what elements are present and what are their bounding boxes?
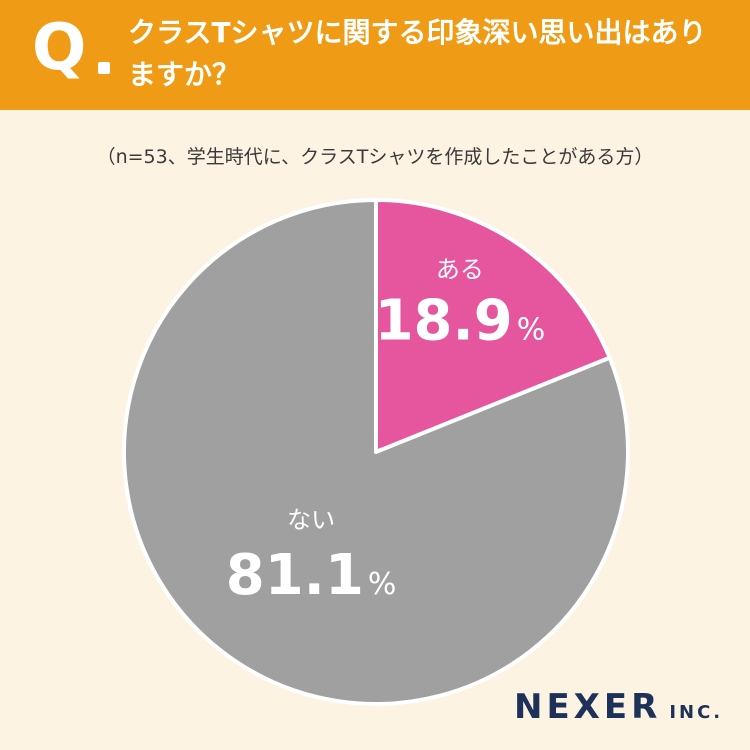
slice-label: ない [287, 506, 335, 534]
nexer-logo: NEXER INC. [514, 690, 723, 724]
question-text: クラスTシャツに関する印象深い思い出はありますか？ [128, 16, 707, 91]
question-header: Q クラスTシャツに関する印象深い思い出はありますか？ [0, 0, 750, 110]
slice-label: ある [436, 256, 484, 284]
q-dot [98, 62, 110, 74]
pie-slice-yes [374, 198, 612, 454]
q-mark: Q [32, 11, 87, 85]
sample-note: （n=53、学生時代に、クラスTシャツを作成したことがある方） [96, 146, 654, 168]
logo-suffix: INC. [669, 702, 724, 723]
logo-main: NEXER [514, 687, 662, 727]
slice-value: 18.9% [375, 289, 546, 354]
slice-value: 81.1% [226, 543, 397, 608]
pie-slice-no [122, 198, 630, 706]
